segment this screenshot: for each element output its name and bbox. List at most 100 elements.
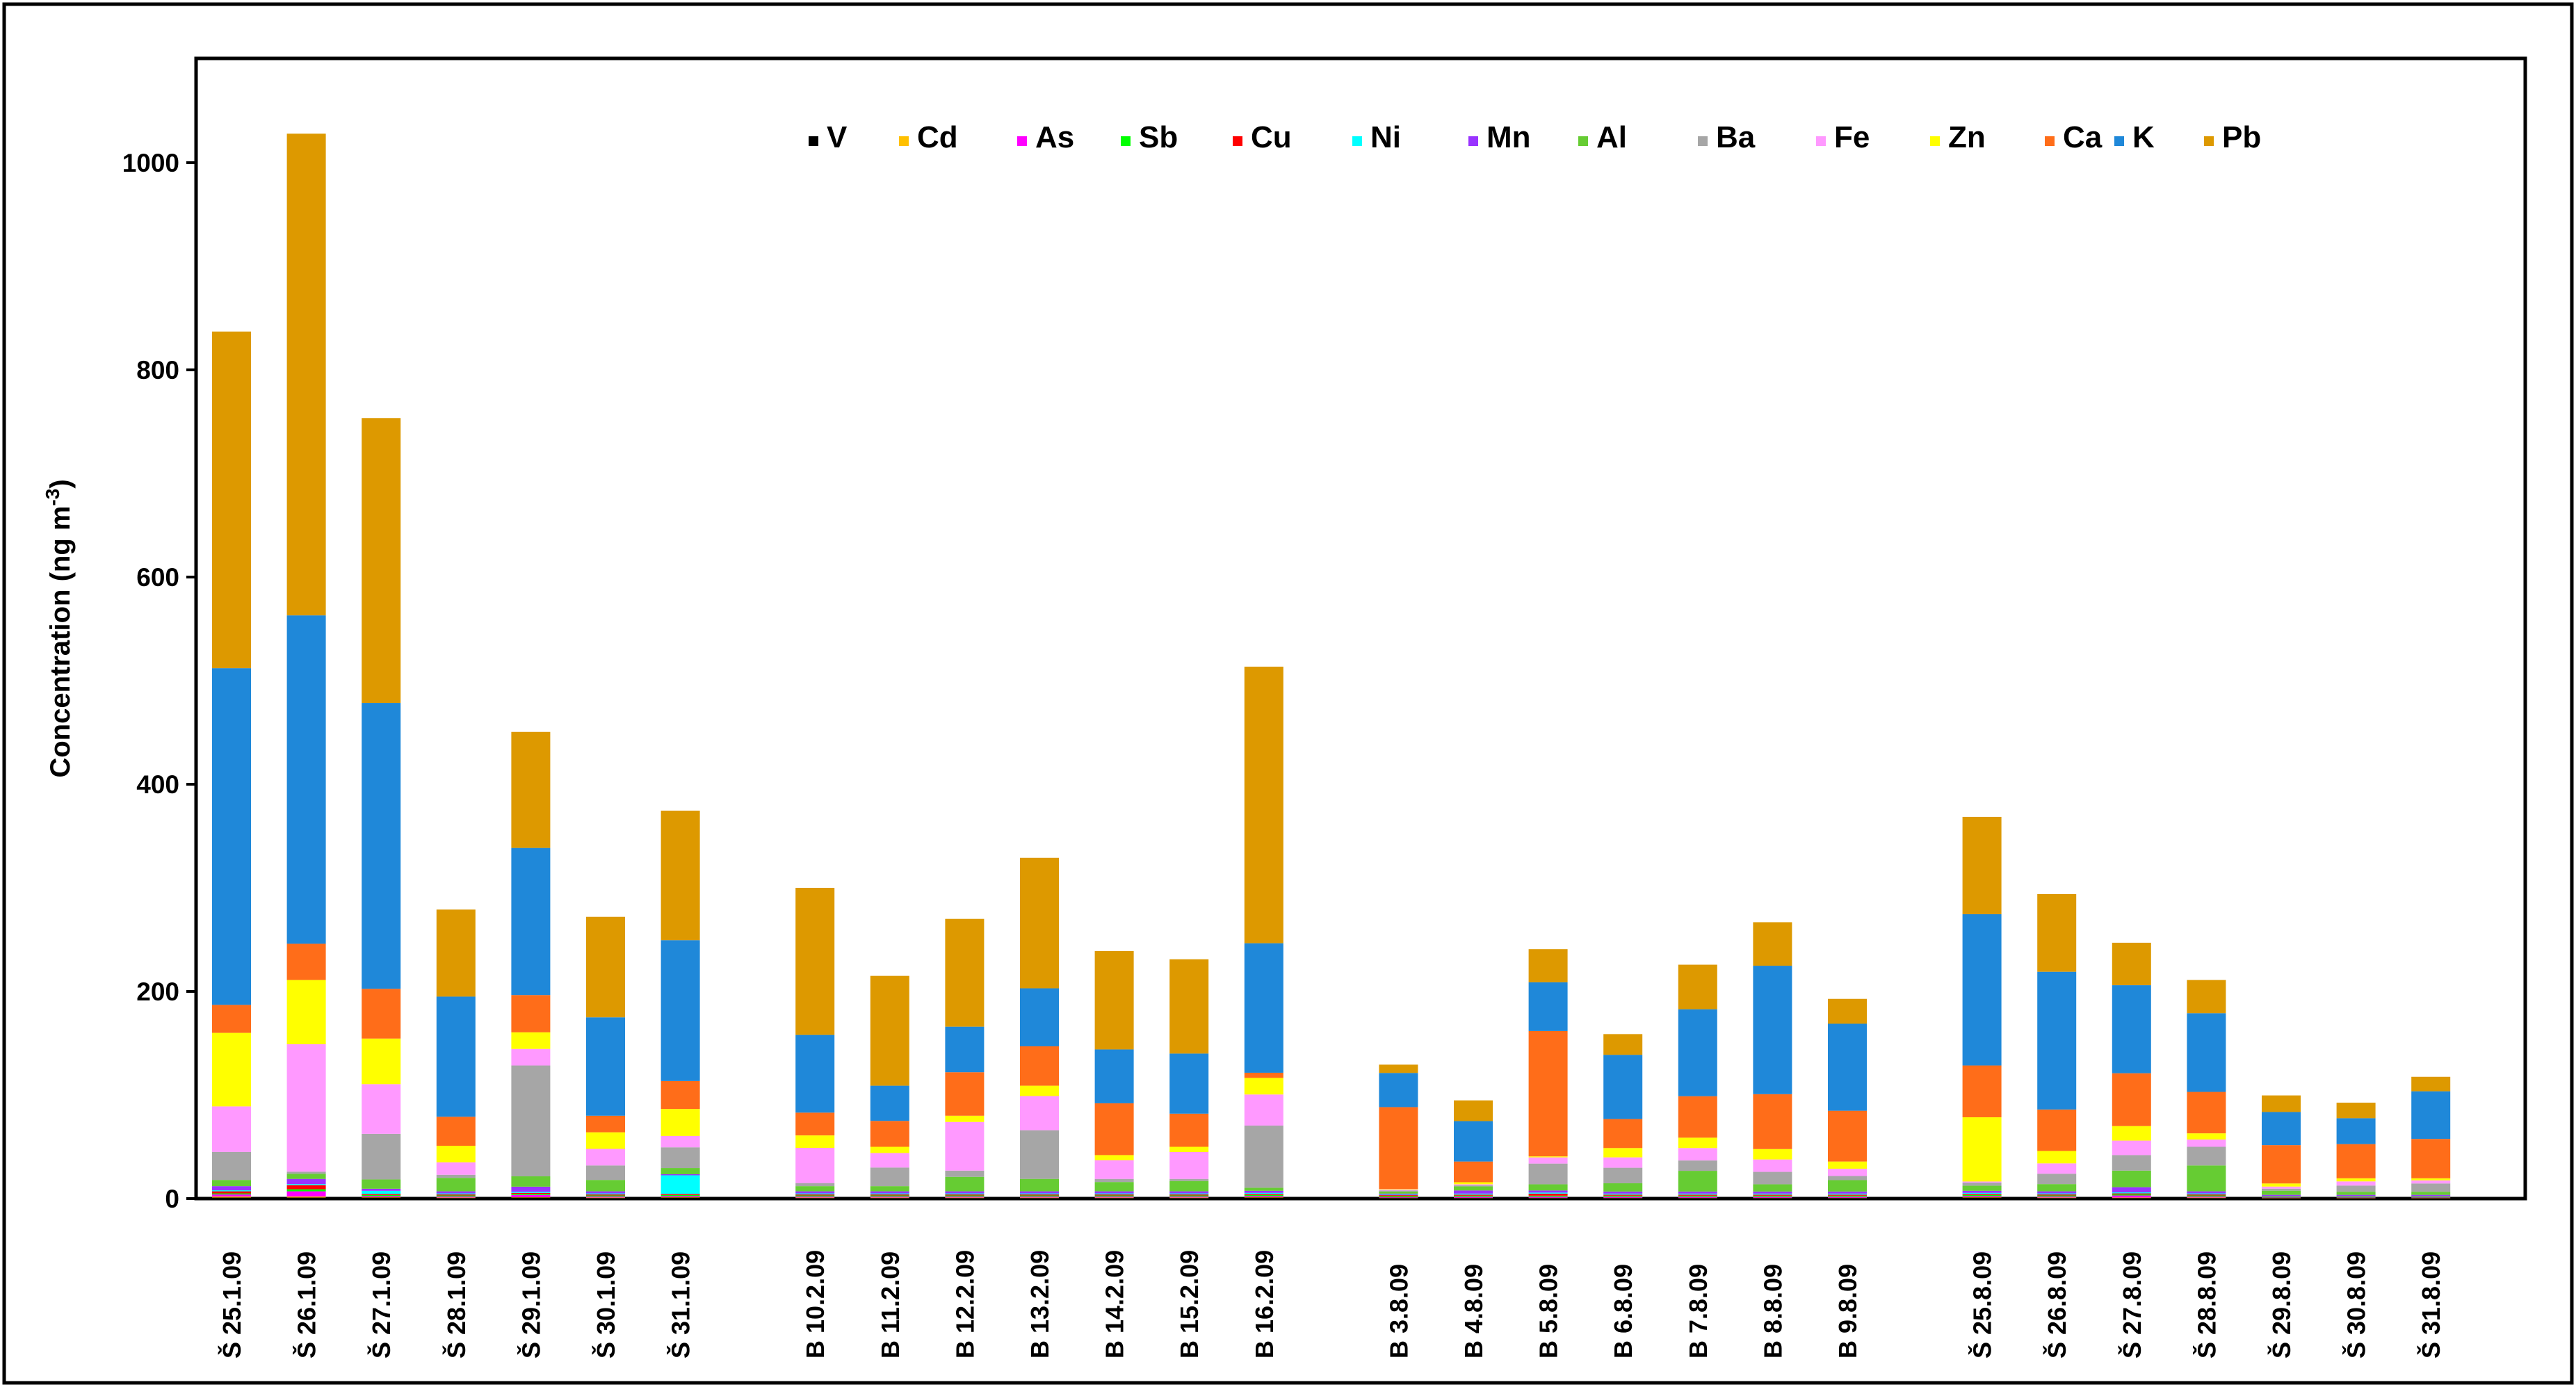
y-axis-title-main: Concentration (ng m bbox=[45, 506, 76, 778]
bar-segment-zn-12 bbox=[1094, 1155, 1134, 1160]
bar-segment-pb-6 bbox=[586, 916, 625, 1018]
y-axis-title: Concentration (ng m-3) bbox=[42, 479, 76, 777]
bar-segment-as-28 bbox=[2411, 1197, 2451, 1199]
bar-segment-cd-6 bbox=[586, 1197, 625, 1199]
bar-segment-fe-16 bbox=[1454, 1184, 1493, 1185]
x-category-label: Š 31.8.09 bbox=[2416, 1251, 2445, 1358]
bar-segment-ca-11 bbox=[1020, 1046, 1059, 1086]
bar-segment-v-25 bbox=[2187, 1198, 2226, 1199]
bar-segment-fe-9 bbox=[870, 1153, 909, 1168]
bar-segment-ca-9 bbox=[870, 1121, 909, 1147]
bar-segment-zn-7 bbox=[661, 1109, 700, 1136]
bar-segment-cd-4 bbox=[436, 1197, 476, 1199]
bar-segment-pb-15 bbox=[1379, 1064, 1418, 1073]
bar-segment-k-24 bbox=[2112, 985, 2151, 1073]
bar-segment-sb-27 bbox=[2336, 1197, 2376, 1198]
x-category-label: Š 25.8.09 bbox=[1968, 1251, 1997, 1358]
bar-segment-pb-18 bbox=[1603, 1034, 1643, 1055]
bar-segment-mn-3 bbox=[362, 1188, 401, 1191]
bar-segment-ni-22 bbox=[1962, 1192, 2002, 1194]
bar-segment-v-8 bbox=[795, 1198, 835, 1199]
bar-segment-cu-5 bbox=[511, 1192, 551, 1194]
legend-label-k: K bbox=[2132, 120, 2155, 154]
bar-segment-cd-10 bbox=[945, 1197, 985, 1199]
bar-segment-zn-21 bbox=[1828, 1161, 1867, 1169]
bar-segment-ca-12 bbox=[1094, 1103, 1134, 1155]
y-tick-label: 600 bbox=[136, 563, 179, 592]
bar-segment-sb-13 bbox=[1169, 1195, 1209, 1197]
x-category-label: Š 26.8.09 bbox=[2042, 1251, 2071, 1358]
x-category-label: Š 29.8.09 bbox=[2267, 1251, 2296, 1358]
bar-segment-k-3 bbox=[362, 703, 401, 989]
bar-segment-ba-25 bbox=[2187, 1146, 2226, 1166]
bar-segment-al-13 bbox=[1169, 1181, 1209, 1192]
bar-segment-pb-26 bbox=[2262, 1095, 2301, 1112]
x-category-label: Š 30.1.09 bbox=[591, 1251, 620, 1358]
bar-segment-cu-11 bbox=[1020, 1194, 1059, 1196]
bar-segment-zn-13 bbox=[1169, 1146, 1209, 1152]
bar-segment-ca-5 bbox=[511, 995, 551, 1032]
bar-segment-al-21 bbox=[1828, 1180, 1867, 1192]
x-category-label: B 3.8.09 bbox=[1384, 1264, 1413, 1358]
bar-segment-v-20 bbox=[1753, 1198, 1792, 1199]
bar-segment-mn-7 bbox=[661, 1174, 700, 1176]
bar-segment-cu-13 bbox=[1169, 1194, 1209, 1196]
bar-segment-fe-12 bbox=[1094, 1160, 1134, 1179]
bar-segment-k-6 bbox=[586, 1017, 625, 1116]
bar-segment-mn-1 bbox=[212, 1186, 251, 1191]
bar-segment-v-19 bbox=[1678, 1198, 1717, 1199]
bar-segment-al-28 bbox=[2411, 1192, 2451, 1195]
bar-segment-v-6 bbox=[586, 1198, 625, 1199]
bar-segment-ca-27 bbox=[2336, 1144, 2376, 1178]
bar-segment-al-14 bbox=[1244, 1187, 1283, 1191]
y-tick-label: 400 bbox=[136, 770, 179, 799]
bar-segment-k-5 bbox=[511, 847, 551, 996]
bar-segment-v-15 bbox=[1379, 1198, 1418, 1199]
bar-segment-sb-24 bbox=[2112, 1194, 2151, 1196]
bar-segment-mn-2 bbox=[286, 1178, 326, 1185]
bar-segment-v-23 bbox=[2037, 1198, 2077, 1199]
bar-segment-cu-16 bbox=[1454, 1194, 1493, 1196]
legend-swatch-cu bbox=[1233, 136, 1242, 146]
bar-segment-ca-18 bbox=[1603, 1119, 1643, 1149]
bar-segment-k-14 bbox=[1244, 943, 1283, 1073]
bar-segment-sb-28 bbox=[2411, 1197, 2451, 1198]
bar-segment-mn-23 bbox=[2037, 1191, 2077, 1194]
bar-segment-fe-10 bbox=[945, 1121, 985, 1171]
bar-segment-ni-26 bbox=[2262, 1196, 2301, 1197]
bar-segment-zn-6 bbox=[586, 1132, 625, 1149]
legend-swatch-as bbox=[1017, 136, 1027, 146]
bar-segment-as-26 bbox=[2262, 1197, 2301, 1199]
legend-label-cd: Cd bbox=[917, 120, 958, 154]
bar-segment-pb-7 bbox=[661, 810, 700, 941]
bar-segment-ca-8 bbox=[795, 1112, 835, 1136]
bar-segment-zn-22 bbox=[1962, 1117, 2002, 1182]
legend-swatch-zn bbox=[1930, 136, 1940, 146]
bar-segment-cu-23 bbox=[2037, 1194, 2077, 1196]
bar-segment-sb-12 bbox=[1094, 1195, 1134, 1197]
bar-segment-zn-24 bbox=[2112, 1126, 2151, 1141]
bar-segment-pb-2 bbox=[286, 133, 326, 616]
bar-segment-sb-8 bbox=[795, 1195, 835, 1197]
bar-segment-zn-3 bbox=[362, 1038, 401, 1085]
bar-segment-as-2 bbox=[286, 1191, 326, 1197]
bar-segment-fe-3 bbox=[362, 1084, 401, 1134]
bar-segment-mn-12 bbox=[1094, 1191, 1134, 1194]
y-tick-label: 800 bbox=[136, 356, 179, 384]
bar-segment-as-1 bbox=[212, 1194, 251, 1197]
bar-segment-zn-17 bbox=[1528, 1156, 1568, 1158]
bar-segment-k-26 bbox=[2262, 1112, 2301, 1146]
bar-segment-cd-8 bbox=[795, 1197, 835, 1199]
bar-segment-sb-16 bbox=[1454, 1195, 1493, 1197]
bar-segment-cu-2 bbox=[286, 1185, 326, 1190]
bar-segment-mn-24 bbox=[2112, 1187, 2151, 1193]
y-axis: 0 200 400 600 800 1000 bbox=[122, 149, 196, 1213]
bar-segment-sb-9 bbox=[870, 1195, 909, 1197]
bar-segment-ni-14 bbox=[1244, 1192, 1283, 1194]
y-tick-label: 0 bbox=[165, 1185, 179, 1213]
bar-segment-as-5 bbox=[511, 1194, 551, 1197]
bar-segment-al-10 bbox=[945, 1176, 985, 1192]
bar-segment-v-14 bbox=[1244, 1197, 1283, 1199]
bar-segment-cu-18 bbox=[1603, 1194, 1643, 1196]
bar-segment-v-16 bbox=[1454, 1198, 1493, 1199]
